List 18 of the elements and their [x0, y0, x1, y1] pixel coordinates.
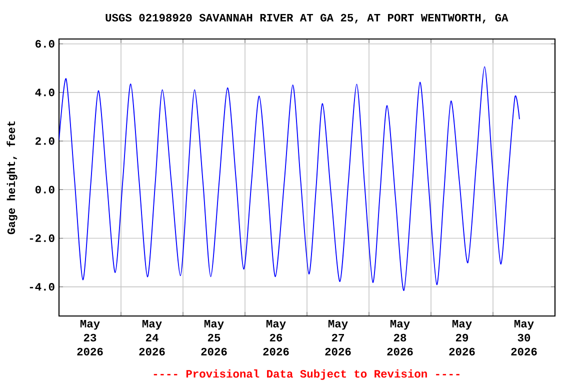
y-tick-label: 2.0 — [36, 137, 54, 145]
line-series — [59, 66, 520, 291]
x-tick-label: May 27 2026 — [325, 320, 351, 356]
x-tick-label: May 24 2026 — [139, 320, 165, 356]
y-tick-label: 4.0 — [35, 88, 54, 96]
chart-title: USGS 02198920 SAVANNAH RIVER AT GA 25, AT PORT WENTWORTH, GA — [106, 14, 508, 24]
x-tick-label: May 23 2026 — [77, 320, 103, 356]
x-tick-label: May 25 2026 — [201, 320, 227, 356]
y-tick-label: 6.0 — [36, 40, 54, 48]
x-tick-label: May 26 2026 — [263, 320, 289, 356]
text: ---- Provisional Data Subject to Revision ---- — [154, 369, 460, 380]
y-tick-label: 0.0 — [35, 186, 54, 194]
x-tick-label: May 30 2026 — [511, 320, 537, 356]
x-tick-label: May 28 2026 — [387, 320, 413, 356]
x-tick-label: May 29 2026 — [449, 320, 475, 356]
y-tick-label: -4.0 — [30, 283, 54, 291]
y-tick-label: -2.0 — [30, 234, 54, 242]
y-axis-title: Gage height, feet — [6, 121, 18, 234]
